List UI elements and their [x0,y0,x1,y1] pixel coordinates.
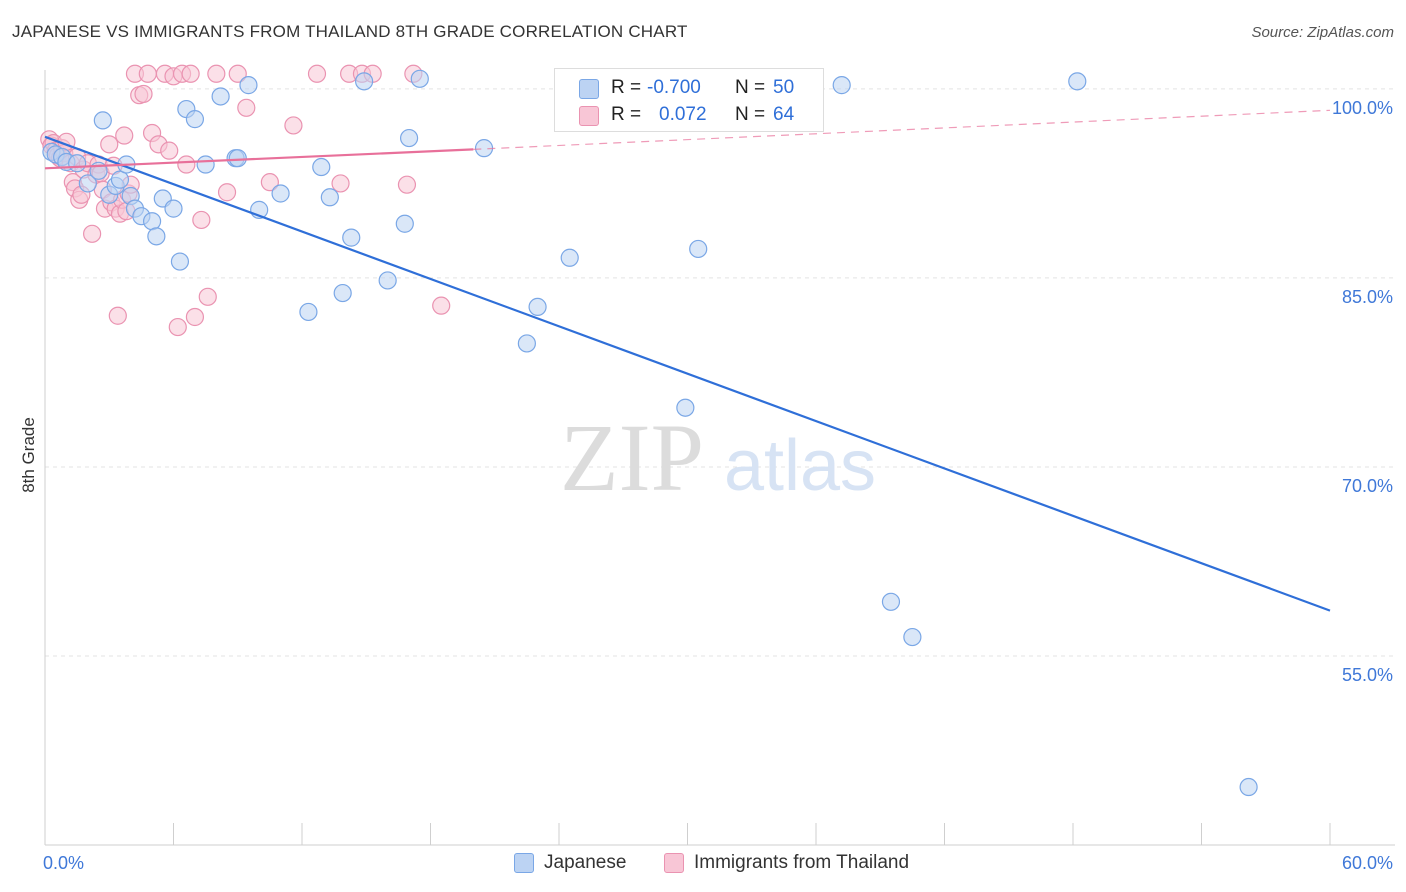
point-japanese [93,111,112,130]
point-thailand [181,64,200,83]
tick-labels: 100.0% 85.0% 70.0% 55.0% 0.0% 60.0% [43,98,1393,873]
point-japanese [517,334,536,353]
point-thailand [138,64,157,83]
y-axis-label: 8th Grade [19,417,38,493]
point-japanese [185,110,205,129]
chart-title: JAPANESE VS IMMIGRANTS FROM THAILAND 8TH… [12,22,688,41]
point-thailand [237,98,256,117]
trend-line-thailand-extension [473,109,1331,150]
point-japanese [142,212,162,231]
trend-line-thailand [44,148,474,170]
point-thailand [228,64,247,83]
point-thailand [217,183,237,202]
point-thailand [284,116,303,135]
point-thailand [432,296,451,315]
point-japanese [78,174,97,193]
bottom-legend-swatch-thailand [664,853,684,873]
grid-lines [45,88,1395,657]
point-japanese [528,297,547,317]
legend-r-value-thailand: 0.072 [659,104,707,125]
legend-r-label: R = [611,77,642,98]
y-tick-label: 55.0% [1342,665,1393,685]
point-japanese [320,188,339,207]
point-thailand [108,306,127,325]
point-thailand [115,126,134,145]
bottom-legend-label-thailand: Immigrants from Thailand [694,852,910,873]
legend-n-value-japanese: 50 [773,77,795,98]
point-thailand [160,141,179,160]
point-japanese [239,76,258,95]
legend-swatch-thailand [579,106,599,126]
legend-n-value-thailand: 64 [773,104,795,125]
legend-n-label: N = [735,77,766,98]
legend-swatch-japanese [579,79,599,99]
point-japanese [832,76,851,95]
point-thailand [331,174,350,193]
legend-r-value-japanese: -0.700 [647,77,701,98]
point-japanese [560,248,579,267]
point-japanese [211,87,230,106]
point-japanese [228,149,247,168]
point-thailand [307,64,327,83]
point-japanese [342,228,361,247]
point-thailand [134,84,153,104]
point-thailand [198,287,217,306]
point-japanese [299,302,318,322]
point-thailand [177,155,196,174]
point-thailand [168,317,187,337]
point-japanese [196,155,215,174]
legend-n-label: N = [735,104,766,125]
trend-line-japanese [44,135,1331,612]
point-japanese [881,592,901,611]
points-immigrants-from-thailand [40,64,451,337]
bottom-legend-swatch-japanese [514,853,534,873]
watermark-atlas: atlas [724,426,876,506]
axes [44,70,1395,846]
point-thailand [100,135,119,154]
point-japanese [312,157,331,177]
y-tick-label: 100.0% [1332,98,1393,118]
legend-box: R = -0.700 N = 50 R = 0.072 N = 64 [554,68,824,132]
source-label: Source: ZipAtlas.com [1251,24,1394,41]
point-thailand [397,175,417,194]
y-tick-label: 70.0% [1342,476,1393,496]
point-japanese [147,227,166,246]
x-tick-label: 0.0% [43,853,84,873]
point-japanese [1239,777,1258,797]
point-thailand [207,64,226,83]
point-thailand [185,307,205,327]
points-japanese [42,69,1258,797]
point-japanese [164,199,183,218]
point-japanese [333,283,352,303]
x-tick-label: 60.0% [1342,853,1393,873]
point-japanese [1068,72,1087,91]
point-japanese [903,627,922,647]
point-japanese [355,72,374,91]
point-japanese [399,128,419,148]
point-japanese [378,271,397,290]
legend-r-label: R = [611,104,642,125]
watermark-zip: ZIP [560,404,704,511]
bottom-legend-label-japanese: Japanese [544,852,627,873]
watermark: ZIP atlas [560,404,876,511]
y-tick-label: 85.0% [1342,287,1393,307]
trend-lines [44,109,1331,612]
point-thailand [260,173,279,192]
point-japanese [689,239,708,259]
point-japanese [170,252,190,271]
point-thailand [192,210,211,230]
point-thailand [83,224,102,243]
point-japanese [410,69,429,88]
point-japanese [68,154,87,173]
point-japanese [110,170,130,189]
point-japanese [271,184,290,203]
point-japanese [395,214,414,233]
point-japanese [676,398,695,417]
